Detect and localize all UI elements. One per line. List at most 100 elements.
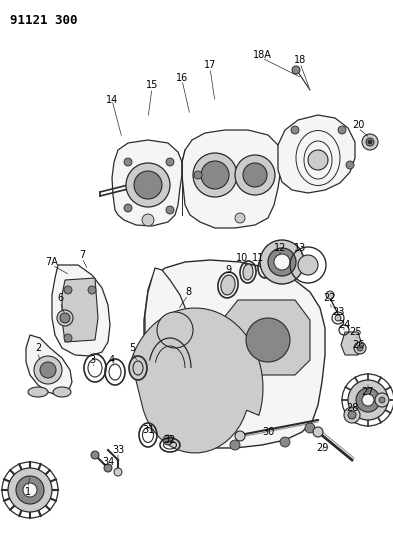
Text: 33: 33 [112,445,124,455]
Circle shape [104,464,112,472]
Text: 18A: 18A [253,50,272,60]
Text: 29: 29 [316,443,328,453]
Text: 6: 6 [57,293,63,303]
Circle shape [280,437,290,447]
Circle shape [313,427,323,437]
Circle shape [348,380,388,420]
Polygon shape [182,130,282,228]
Text: 14: 14 [106,95,118,105]
Circle shape [114,468,122,476]
Circle shape [142,214,154,226]
Polygon shape [26,335,72,396]
Circle shape [230,440,240,450]
Text: 4: 4 [109,355,115,365]
Text: 28: 28 [346,403,358,413]
Text: 7A: 7A [46,257,59,267]
Polygon shape [62,278,98,342]
Polygon shape [144,260,325,448]
Circle shape [344,407,360,423]
Polygon shape [131,308,263,453]
Circle shape [335,315,341,321]
Polygon shape [52,265,110,356]
Ellipse shape [221,275,235,295]
Text: 2: 2 [35,343,41,353]
Ellipse shape [53,387,71,397]
Text: 32: 32 [164,435,176,445]
Text: 34: 34 [102,457,114,467]
Circle shape [16,476,44,504]
Text: 5: 5 [129,343,135,353]
Circle shape [243,163,267,187]
Text: 27: 27 [362,387,374,397]
Circle shape [126,163,170,207]
Circle shape [235,213,245,223]
Circle shape [326,291,334,299]
Polygon shape [278,115,355,193]
Circle shape [354,342,366,354]
Circle shape [362,134,378,150]
Text: 1: 1 [25,487,31,497]
Circle shape [157,312,193,348]
Circle shape [305,423,315,433]
Circle shape [268,248,296,276]
Circle shape [166,158,174,166]
Circle shape [235,155,275,195]
Circle shape [274,254,290,270]
Circle shape [292,66,300,74]
Circle shape [357,345,363,351]
Circle shape [235,431,245,441]
Circle shape [308,150,328,170]
Circle shape [348,411,356,419]
Text: 8: 8 [185,287,191,297]
Text: 24: 24 [338,320,350,330]
Text: 15: 15 [146,80,158,90]
Circle shape [338,126,346,134]
Text: 22: 22 [324,293,336,303]
Circle shape [88,286,96,294]
Circle shape [291,126,299,134]
Circle shape [23,483,37,497]
Text: 13: 13 [294,243,306,253]
Circle shape [64,286,72,294]
Circle shape [246,318,290,362]
Polygon shape [341,332,362,355]
Text: 10: 10 [236,253,248,263]
Circle shape [356,388,380,412]
Circle shape [57,310,73,326]
Circle shape [134,171,162,199]
Ellipse shape [133,361,143,375]
Circle shape [362,394,374,406]
Polygon shape [145,268,198,420]
Circle shape [124,204,132,212]
Circle shape [194,171,202,179]
Circle shape [91,451,99,459]
Circle shape [40,362,56,378]
Text: 12: 12 [274,243,286,253]
Text: 16: 16 [176,73,188,83]
Circle shape [375,393,389,407]
Text: 3: 3 [89,355,95,365]
Text: 31: 31 [142,425,154,435]
Ellipse shape [243,264,253,280]
Text: 20: 20 [352,120,364,130]
Text: 25: 25 [349,327,361,337]
Ellipse shape [28,387,48,397]
Text: 18: 18 [294,55,306,65]
Circle shape [346,161,354,169]
Circle shape [368,140,372,144]
Circle shape [201,161,229,189]
Circle shape [60,313,70,323]
Ellipse shape [129,356,147,380]
Circle shape [8,468,52,512]
Text: 9: 9 [225,265,231,275]
Polygon shape [222,300,310,375]
Circle shape [124,158,132,166]
Text: 7: 7 [79,250,85,260]
Text: 17: 17 [204,60,216,70]
Text: 11: 11 [252,253,264,263]
Circle shape [298,255,318,275]
Circle shape [34,356,62,384]
Circle shape [260,240,304,284]
Circle shape [64,334,72,342]
Circle shape [163,435,173,445]
